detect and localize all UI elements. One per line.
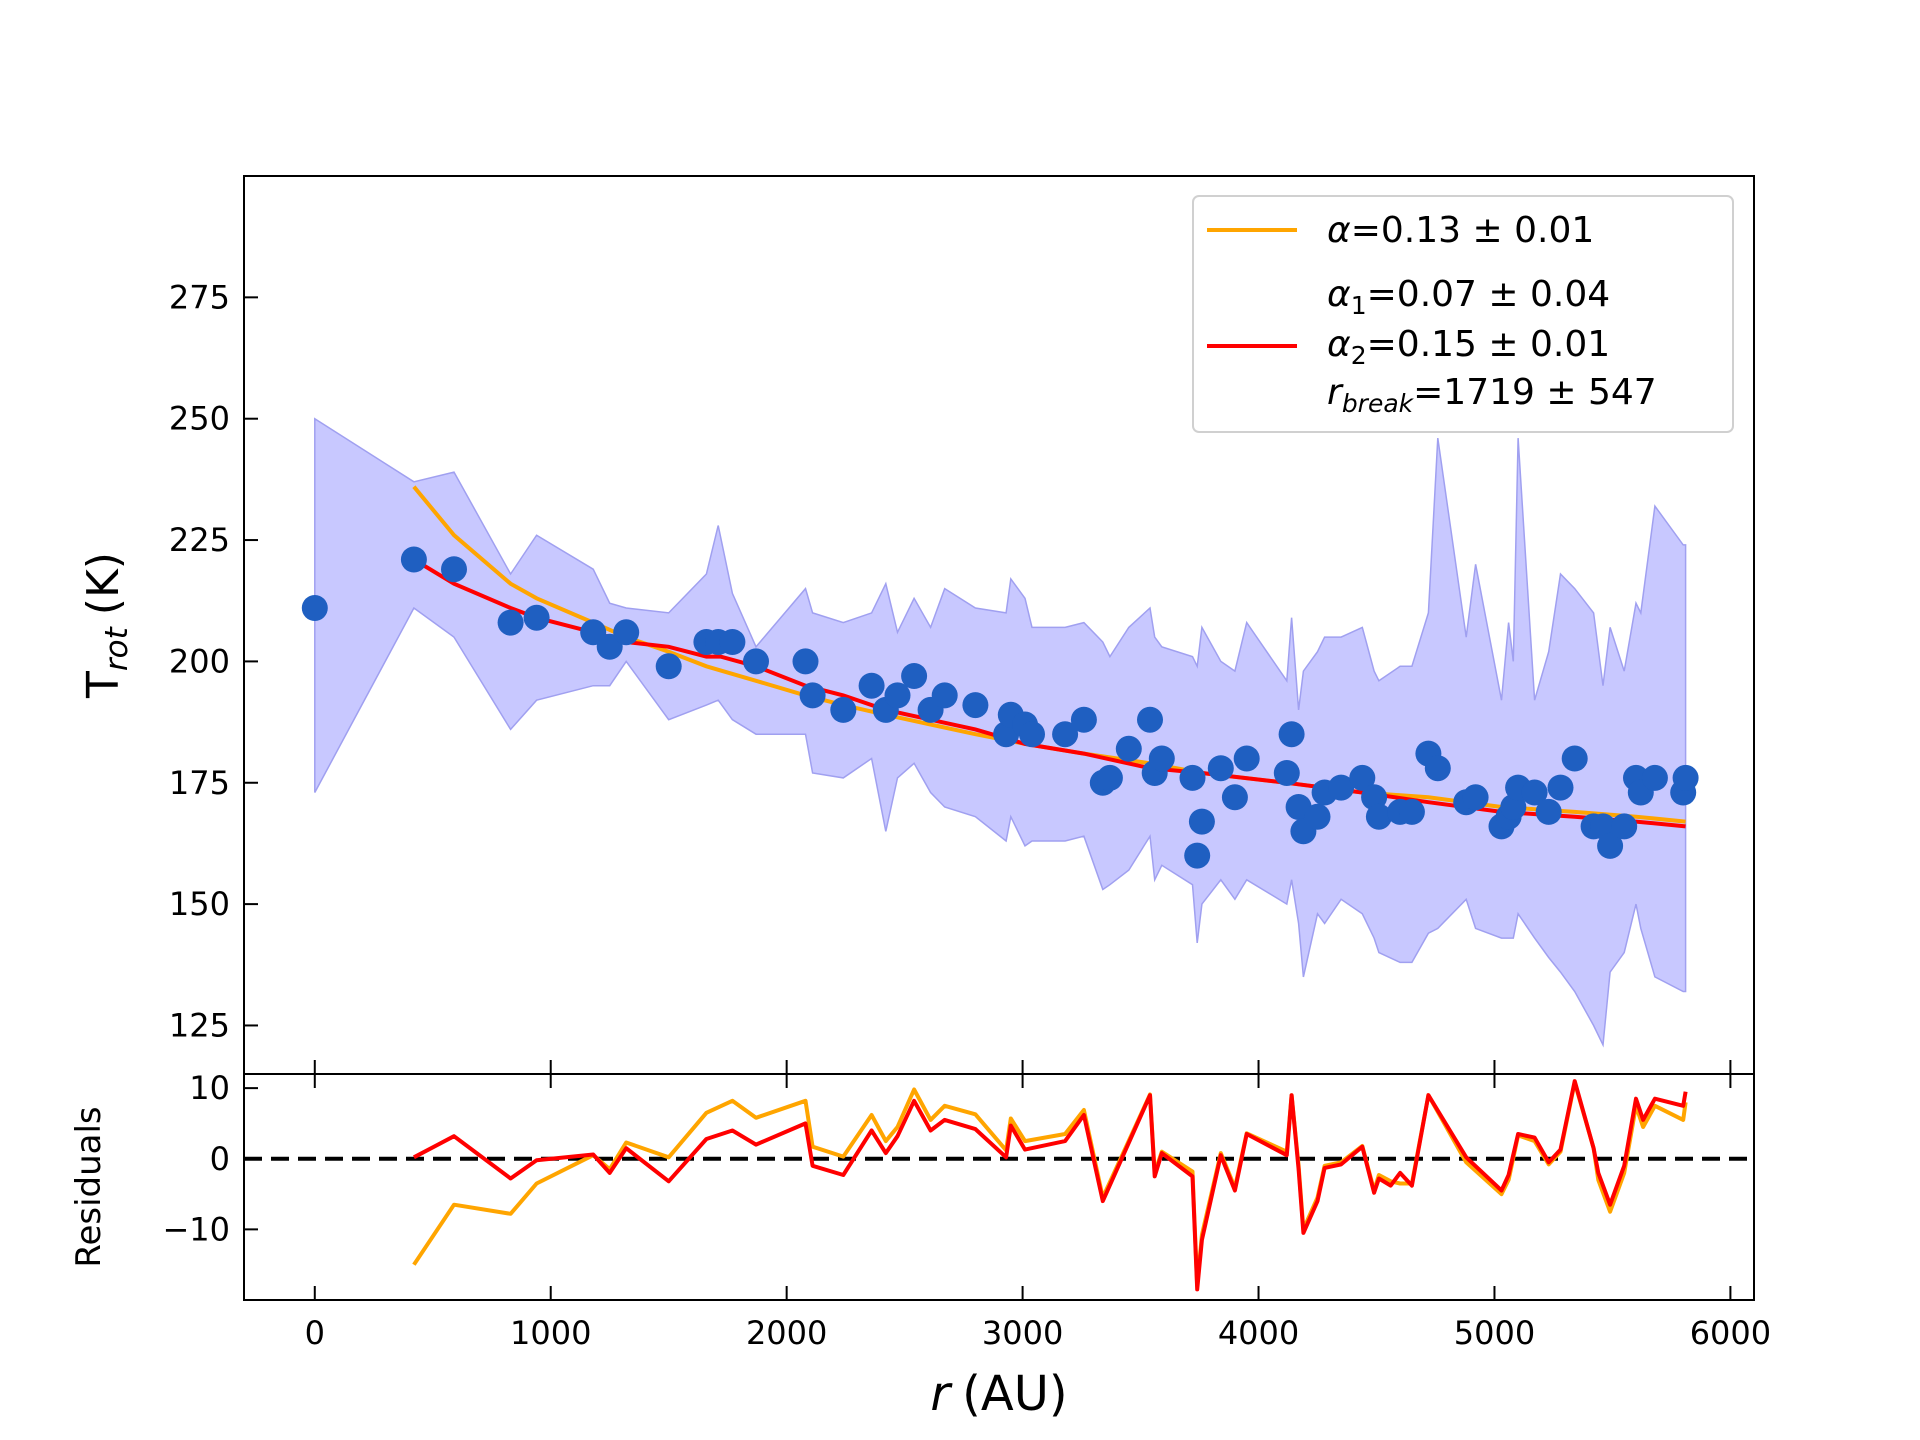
data-point [1207,755,1234,782]
data-point [1115,735,1142,762]
main-panel: 125 150 175 200 225 250 275 Trot (K) α=0.13 ± 0… [78,175,1755,1075]
x-tick-label: 5000 [1454,1314,1535,1352]
data-point [1361,784,1388,811]
data-point [1611,813,1638,840]
x-tick-label: 3000 [982,1314,1063,1352]
data-points [301,546,1699,869]
x-tick-label: 6000 [1690,1314,1771,1352]
data-point [400,546,427,573]
data-point [1052,721,1079,748]
data-point [1590,813,1616,840]
data-point [1233,745,1260,772]
residual-y-tick-label: 0 [210,1140,230,1178]
data-point [1179,764,1206,791]
data-point [1672,764,1699,791]
data-point [1221,784,1248,811]
x-axis-label: r (AU) [930,1366,1067,1422]
x-tick-label: 2000 [746,1314,827,1352]
data-point [719,629,746,655]
data-point [1184,842,1211,869]
data-point [830,696,857,723]
legend-box [1192,195,1734,433]
data-point [1398,798,1425,825]
y-tick-label: 175 [169,764,230,802]
data-point [613,619,640,646]
residuals-x-ticks: 0 1000 2000 3000 4000 5000 6000 [305,1074,1771,1352]
y-tick-label: 225 [169,521,230,559]
residual-y-tick-label: 10 [189,1069,230,1107]
data-point [1328,774,1355,801]
data-point [1070,706,1097,733]
data-point [1349,764,1376,791]
residuals-plot-frame [243,1073,1755,1301]
single-residual-line [412,1080,1688,1288]
data-point [799,682,826,709]
data-point [884,682,911,709]
residuals-panel: 10 0 −10 0 1000 2000 3000 4000 5000 6000 Residua… [69,1069,1771,1422]
y-tick-label: 200 [169,642,230,680]
data-point [1547,774,1574,801]
data-point [931,682,958,709]
data-point [1148,745,1175,772]
y-label-subscript: rot [99,625,135,671]
data-point [1278,721,1305,748]
legend-alpha1-label: α1=0.07 ± 0.04 [1327,274,1610,320]
residuals-y-axis-label: Residuals [69,1106,109,1267]
y-tick-label: 275 [169,278,230,316]
x-tick-label: 0 [305,1314,325,1352]
data-point [792,648,819,675]
legend-rbreak-label: rbreak=1719 ± 547 [1327,372,1657,418]
data-point [1462,784,1489,811]
data-point [1535,798,1562,825]
data-point [655,653,682,680]
data-point [901,663,928,689]
data-point [1500,794,1527,820]
data-point [962,692,989,719]
y-tick-label: 250 [169,400,230,438]
data-point [1561,745,1588,772]
residuals-y-ticks: 10 0 −10 [162,1069,258,1248]
data-point [1188,808,1215,835]
data-point [1137,706,1163,733]
x-tick-label: 1000 [510,1314,591,1352]
data-point [301,595,328,621]
y-label-main: T [78,671,129,699]
data-point [1641,764,1668,791]
data-point [743,648,769,675]
data-point [1521,779,1548,806]
residual-lines [412,1079,1688,1292]
data-point [1365,803,1392,830]
main-x-ticks [313,1060,1732,1074]
data-point [497,609,524,636]
data-point [1304,803,1331,830]
data-point [441,556,467,583]
y-tick-label: 150 [169,885,230,923]
broken-residual-line [412,1079,1688,1292]
data-point [1424,755,1451,782]
data-point [1096,764,1123,791]
residual-y-tick-label: −10 [162,1210,230,1248]
x-tick-label: 4000 [1218,1314,1299,1352]
main-y-axis-label: Trot (K) [78,552,135,699]
main-y-ticks: 125 150 175 200 225 250 275 [169,278,258,1044]
data-point [1597,832,1624,859]
data-point [858,672,885,699]
legend-alpha2-label: α2=0.15 ± 0.01 [1327,324,1610,370]
data-point [523,604,550,631]
y-label-unit: (K) [78,552,129,615]
legend-single-fit-label: α=0.13 ± 0.01 [1327,210,1594,251]
legend: α=0.13 ± 0.01 α1=0.07 ± 0.04 α2=0.15 ± 0… [1192,195,1734,433]
y-tick-label: 125 [169,1006,230,1044]
data-point [1273,760,1300,786]
data-point [1019,721,1045,748]
